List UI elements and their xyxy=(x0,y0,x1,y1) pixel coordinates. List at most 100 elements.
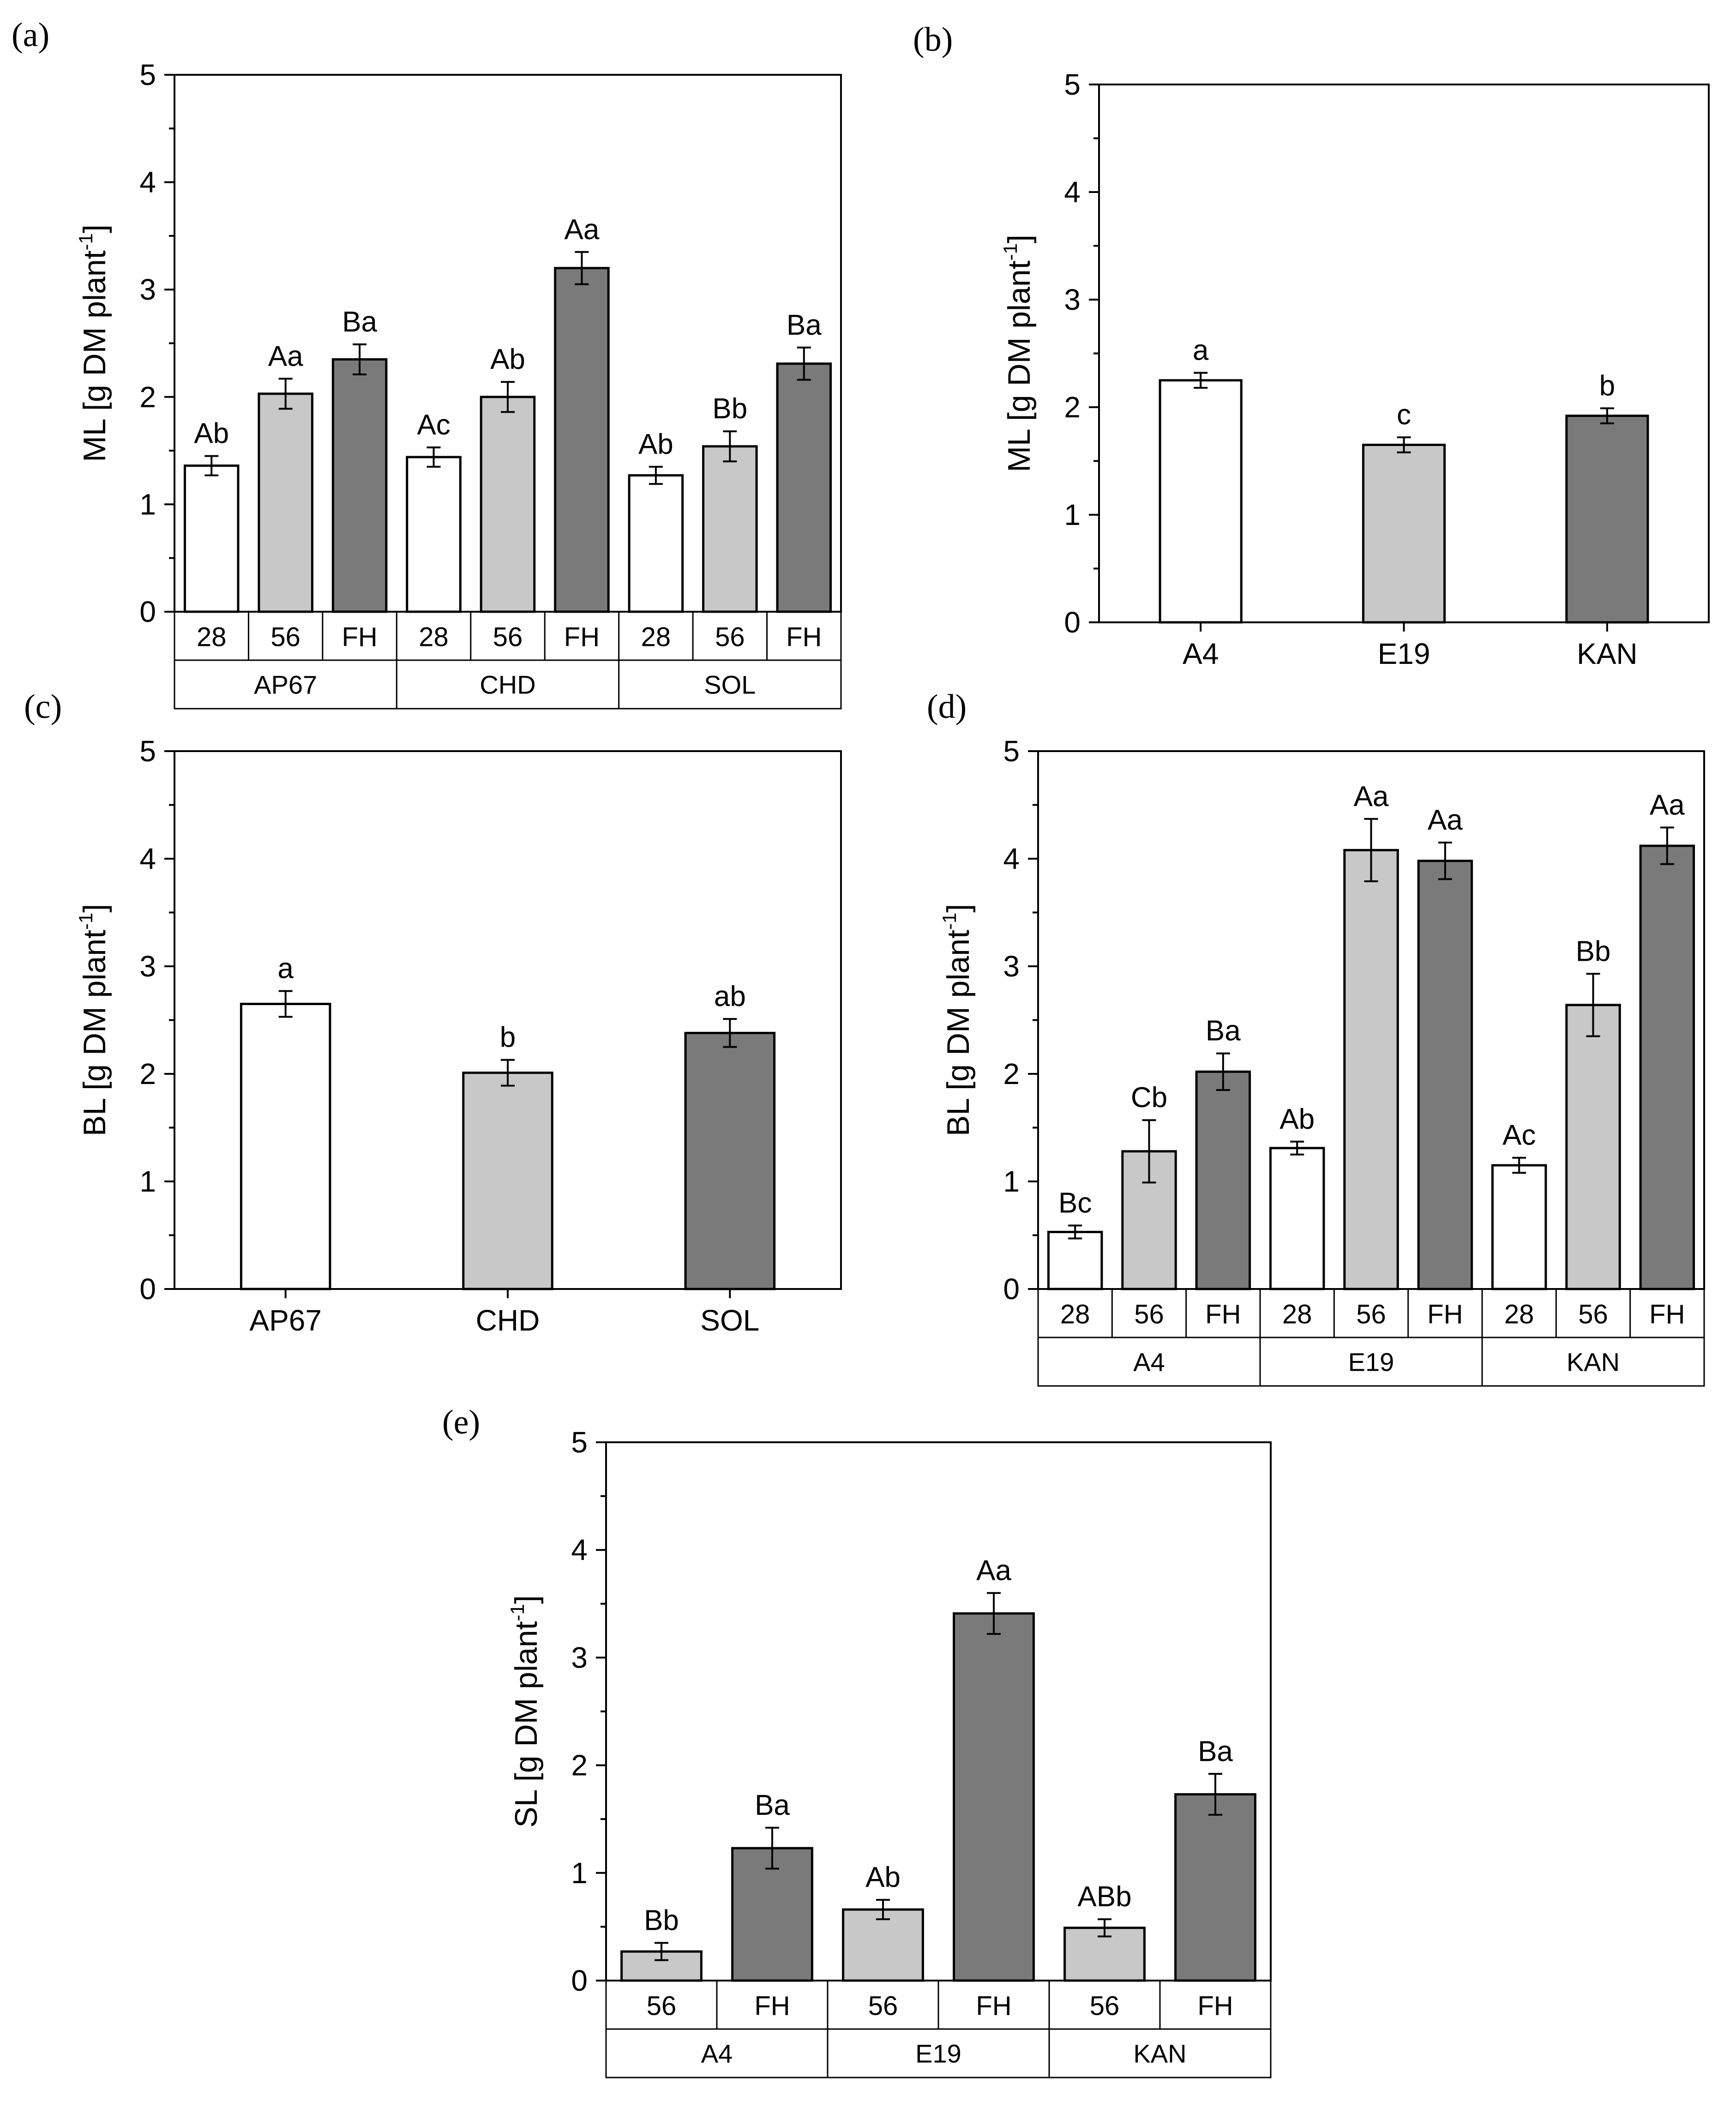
time-point-label: 56 xyxy=(1090,1991,1120,2021)
time-point-label: FH xyxy=(564,622,600,652)
y-tick-label: 4 xyxy=(139,166,156,199)
y-axis-title: ML [g DM plant-1] xyxy=(75,224,112,462)
bar xyxy=(1639,844,1695,1290)
bar xyxy=(331,358,388,613)
y-tick-label: 4 xyxy=(1064,175,1081,209)
y-axis-title-end: ] xyxy=(509,1595,544,1604)
panel-label: (c) xyxy=(24,688,62,726)
y-axis-title-main: ML [g DM plant xyxy=(1002,260,1037,472)
significance-label: Ba xyxy=(1198,1735,1233,1767)
y-axis-title: BL [g DM plant-1] xyxy=(938,904,976,1137)
bar xyxy=(684,1031,776,1290)
time-point-label: FH xyxy=(976,1991,1011,2021)
panel-label: (e) xyxy=(442,1403,480,1441)
group-label: E19 xyxy=(915,2039,961,2068)
time-point-label: 28 xyxy=(641,622,671,652)
bar xyxy=(776,362,832,613)
panel-d: (d) 0 1 2 3 4 5 BL [g DM plant-1] A4 E19 KAN 28 56 FH… xyxy=(927,688,1705,1387)
y-tick-label: 5 xyxy=(139,58,156,91)
y-axis-title-end: ] xyxy=(77,224,112,233)
x-category-label: E19 xyxy=(1378,637,1430,670)
group-label: A4 xyxy=(1133,1348,1165,1377)
y-tick-label: 3 xyxy=(139,273,156,306)
bar xyxy=(240,1003,331,1290)
time-point-label: FH xyxy=(754,1991,790,2021)
significance-label: Ba xyxy=(1206,1015,1241,1047)
time-point-label: FH xyxy=(786,622,822,652)
panel-e: (e) 0 1 2 3 4 5 SL [g DM plant-1] A4 E19 KAN 56 FH 56… xyxy=(442,1403,1272,2078)
y-axis-title-sup: -1 xyxy=(938,913,960,930)
significance-label: Ba xyxy=(787,309,822,341)
significance-label: Bb xyxy=(712,393,747,425)
x-category-label: A4 xyxy=(1183,637,1219,670)
significance-label: Ab xyxy=(865,1861,901,1893)
group-label: CHD xyxy=(480,670,535,699)
x-category-label: CHD xyxy=(476,1304,540,1337)
y-axis-title-main: BL [g DM plant xyxy=(941,930,976,1136)
y-tick-label: 1 xyxy=(1064,498,1081,531)
significance-label: Ab xyxy=(194,418,229,450)
y-axis-title: SL [g DM plant-1] xyxy=(506,1595,544,1828)
group-label: SOL xyxy=(704,670,756,699)
group-label: KAN xyxy=(1133,2039,1186,2068)
y-tick-label: 4 xyxy=(1003,842,1020,875)
y-axis-title-main: BL [g DM plant xyxy=(77,930,112,1136)
significance-label: Ba xyxy=(342,306,377,338)
bar xyxy=(1159,379,1243,624)
y-axis-title: ML [g DM plant-1] xyxy=(999,235,1037,472)
bar xyxy=(1343,849,1399,1290)
y-axis-title-main: ML [g DM plant xyxy=(77,250,112,462)
bar xyxy=(406,456,462,613)
time-point-label: FH xyxy=(1649,1300,1685,1330)
y-tick-label: 1 xyxy=(1003,1165,1020,1198)
y-tick-label: 3 xyxy=(1064,283,1081,316)
bar xyxy=(1047,1231,1103,1290)
y-tick-label: 0 xyxy=(139,1272,156,1306)
bar xyxy=(1362,444,1446,624)
y-tick-label: 5 xyxy=(571,1426,588,1459)
significance-label: Cb xyxy=(1131,1082,1167,1114)
y-tick-label: 3 xyxy=(1003,950,1020,983)
panel-label: (d) xyxy=(927,688,967,726)
y-tick-label: 1 xyxy=(139,488,156,521)
time-point-label: 56 xyxy=(1356,1300,1386,1330)
significance-label: Bb xyxy=(1576,935,1611,967)
panel-label: (a) xyxy=(12,16,49,54)
bar xyxy=(842,1908,924,1982)
significance-label: a xyxy=(1193,334,1209,366)
time-point-label: 56 xyxy=(1134,1300,1164,1330)
panel-a: (a) 0 1 2 3 4 5 ML [g DM plant-1] AP67 CHD SOL 28 56… xyxy=(12,16,842,710)
significance-label: ab xyxy=(714,981,746,1012)
y-tick-label: 5 xyxy=(139,735,156,768)
significance-label: Aa xyxy=(268,340,303,372)
bar xyxy=(1417,860,1473,1290)
y-tick-label: 4 xyxy=(139,842,156,875)
group-label: A4 xyxy=(701,2039,733,2068)
y-tick-label: 2 xyxy=(1064,391,1081,424)
significance-label: Aa xyxy=(1354,781,1389,813)
y-tick-label: 1 xyxy=(571,1856,588,1890)
significance-label: b xyxy=(1599,370,1615,402)
significance-label: Ba xyxy=(755,1789,790,1821)
y-axis-title-end: ] xyxy=(77,904,112,913)
y-axis-title-sup: -1 xyxy=(506,1604,528,1621)
y-axis-title-end: ] xyxy=(1002,235,1037,243)
bar xyxy=(554,267,610,613)
time-point-label: FH xyxy=(1197,1991,1233,2021)
significance-label: ABb xyxy=(1077,1881,1131,1913)
time-point-label: 28 xyxy=(1504,1300,1534,1330)
significance-label: Ab xyxy=(638,428,673,460)
y-tick-label: 5 xyxy=(1003,735,1020,768)
time-point-label: FH xyxy=(1427,1300,1463,1330)
time-point-label: 28 xyxy=(419,622,449,652)
bar xyxy=(462,1072,553,1290)
time-point-label: 28 xyxy=(1282,1300,1312,1330)
bar xyxy=(183,464,240,613)
significance-label: Aa xyxy=(976,1554,1011,1586)
group-label: KAN xyxy=(1567,1348,1620,1377)
y-axis-title-sup: -1 xyxy=(75,913,96,930)
time-point-label: 56 xyxy=(868,1991,898,2021)
